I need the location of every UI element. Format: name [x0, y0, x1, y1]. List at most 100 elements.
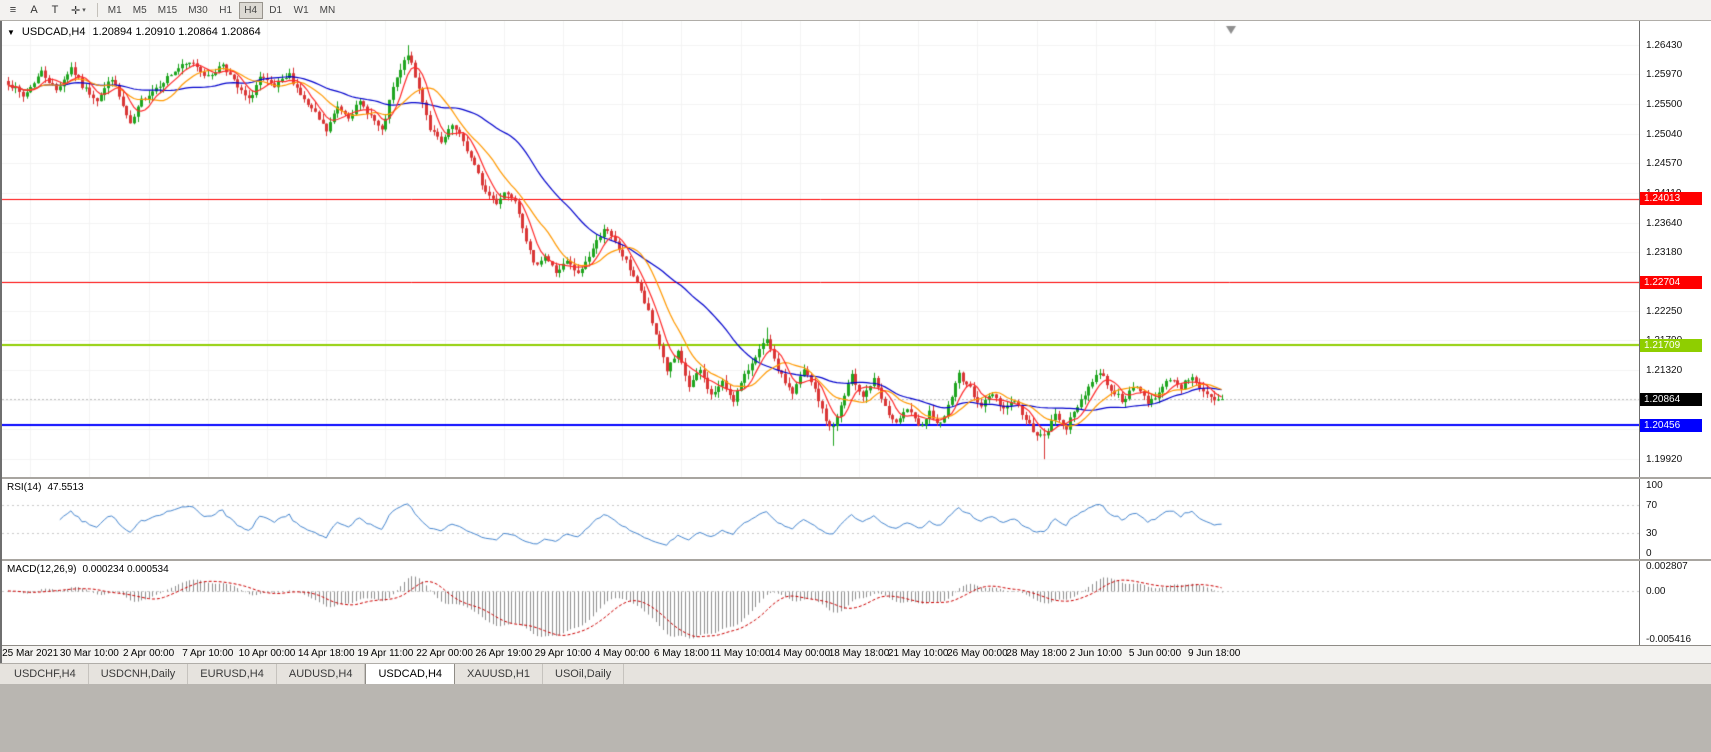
- time-axis[interactable]: 25 Mar 2021 30 Mar 10:00 2 Apr 00:00 7 Apr …: [2, 645, 1711, 663]
- date-label: 28 May 18:00: [1006, 648, 1067, 659]
- macd-label: MACD(12,26,9) 0.000234 0.000534: [7, 564, 169, 575]
- chart-tab-USOil-Daily[interactable]: USOil,Daily: [543, 664, 625, 684]
- menu-icon: ≡: [9, 4, 17, 16]
- chart-tab-USDCAD-H4[interactable]: USDCAD,H4: [365, 664, 456, 684]
- timeframe-buttons: M1 M5 M15 M30 H1 H4 D1 W1 MN: [103, 1, 341, 19]
- main-chart-panel: ▼ USDCAD,H4 1.20894 1.20910 1.20864 1.20…: [2, 21, 1711, 477]
- macd-panel: MACD(12,26,9) 0.000234 0.000534 0.002807…: [2, 561, 1711, 645]
- hline-price-label: 1.20456: [1640, 418, 1702, 432]
- price-tick: 1.25970: [1646, 69, 1683, 81]
- price-tick: 1.26430: [1646, 40, 1683, 52]
- rsi-level-tick: 70: [1646, 500, 1658, 512]
- macd-canvas[interactable]: [2, 561, 1639, 645]
- text-icon: T: [51, 4, 59, 16]
- price-tick: 1.23180: [1646, 246, 1683, 258]
- date-label: 26 May 00:00: [947, 648, 1008, 659]
- text-tool-button[interactable]: T: [45, 2, 65, 19]
- timeframe-MN-button[interactable]: MN: [319, 4, 336, 16]
- timeframe-M5-button[interactable]: M5: [132, 4, 147, 16]
- date-label: 14 May 00:00: [769, 648, 831, 659]
- date-label: 26 Apr 19:00: [475, 648, 533, 659]
- price-axis[interactable]: 1.264301.259701.255001.250401.245701.241…: [1639, 21, 1711, 477]
- chart-tab-bar: USDCHF,H4 USDCNH,Daily EURUSD,H4 AUDUSD,H4 U…: [0, 663, 1711, 684]
- price-tick: 1.24570: [1646, 158, 1683, 170]
- collapse-triangle-icon[interactable]: ▼: [7, 27, 15, 37]
- chart-ohlc: 1.20894 1.20910 1.20864 1.20864: [92, 26, 261, 38]
- timeframe-H4-button[interactable]: H4: [238, 1, 263, 19]
- rsi-label: RSI(14) 47.5513: [7, 482, 84, 493]
- date-label: 25 Mar 2021: [2, 648, 59, 659]
- toolbar: ≡ A T ✛ ▾ M1 M5 M15 M30 H1 H4 D1 W1 MN: [0, 0, 1711, 21]
- price-tick: 1.22250: [1646, 306, 1683, 317]
- window-background: [0, 684, 1711, 752]
- macd-axis: 0.002807 0.00 -0.005416: [1639, 561, 1711, 645]
- timeframe-D1-button[interactable]: D1: [269, 4, 283, 16]
- date-label: 7 Apr 10:00: [182, 648, 234, 659]
- chart-tab-EURUSD-H4[interactable]: EURUSD,H4: [188, 664, 277, 684]
- chart-tab-AUDUSD-H4[interactable]: AUDUSD,H4: [277, 664, 366, 684]
- timeframe-H1-button[interactable]: H1: [219, 4, 233, 16]
- rsi-canvas[interactable]: [2, 479, 1639, 559]
- macd-axis-tick: 0.002807: [1646, 561, 1688, 572]
- date-label: 6 May 18:00: [653, 648, 709, 659]
- main-chart-canvas[interactable]: [2, 21, 1639, 477]
- date-label: 5 Jun 00:00: [1128, 648, 1182, 659]
- macd-axis-tick: 0.00: [1646, 585, 1666, 597]
- rsi-axis: 100 70 30 0: [1639, 479, 1711, 559]
- rsi-name: RSI(14): [7, 482, 42, 493]
- toolbar-tools: ≡ A T ✛ ▾: [3, 2, 92, 19]
- chart-tab-USDCNH-Daily[interactable]: USDCNH,Daily: [89, 664, 189, 684]
- macd-name: MACD(12,26,9): [7, 564, 77, 575]
- toolbar-separator: [96, 3, 98, 17]
- date-label: 14 Apr 18:00: [297, 648, 355, 659]
- chart-tab-XAUUSD-H1[interactable]: XAUUSD,H1: [455, 664, 543, 684]
- date-label: 18 May 18:00: [828, 648, 890, 659]
- macd-values: 0.000234 0.000534: [82, 564, 169, 575]
- hline-price-label: 1.22704: [1640, 275, 1702, 289]
- font-icon: A: [30, 4, 38, 16]
- panel-splitter[interactable]: [2, 559, 1711, 561]
- main-plot: ▼ USDCAD,H4 1.20894 1.20910 1.20864 1.20…: [2, 21, 1639, 477]
- date-label: 30 Mar 10:00: [59, 648, 119, 659]
- hline-price-label: 1.21709: [1640, 338, 1702, 352]
- menu-tool-button[interactable]: ≡: [3, 2, 23, 19]
- current-price-label: 1.20864: [1640, 392, 1702, 406]
- date-label: 4 May 00:00: [594, 648, 650, 659]
- date-label: 2 Apr 00:00: [123, 648, 175, 659]
- rsi-level-tick: 100: [1646, 480, 1663, 491]
- timeframe-M15-button[interactable]: M15: [157, 4, 178, 16]
- chart-window: ▼ USDCAD,H4 1.20894 1.20910 1.20864 1.20…: [0, 21, 1711, 663]
- timeframe-M1-button[interactable]: M1: [107, 4, 122, 16]
- rsi-plot: RSI(14) 47.5513: [2, 479, 1639, 559]
- timeframe-W1-button[interactable]: W1: [293, 4, 309, 16]
- price-tick: 1.25500: [1646, 99, 1683, 111]
- date-label: 19 Apr 11:00: [357, 648, 414, 659]
- date-label: 11 May 10:00: [710, 648, 771, 659]
- font-tool-button[interactable]: A: [24, 2, 44, 19]
- macd-plot: MACD(12,26,9) 0.000234 0.000534: [2, 561, 1639, 645]
- price-tick: 1.25040: [1646, 128, 1683, 140]
- rsi-value: 47.5513: [47, 482, 84, 493]
- dropdown-caret-icon: ▾: [82, 7, 86, 14]
- rsi-level-tick: 0: [1646, 548, 1652, 559]
- date-label: 21 May 10:00: [887, 648, 949, 659]
- price-tick: 1.23640: [1646, 217, 1683, 229]
- chart-symbol: USDCAD,H4: [21, 26, 86, 38]
- date-label: 22 Apr 00:00: [416, 648, 473, 659]
- rsi-level-tick: 30: [1646, 527, 1658, 539]
- macd-axis-tick: -0.005416: [1646, 634, 1692, 645]
- date-label: 2 Jun 10:00: [1069, 648, 1122, 659]
- panel-splitter[interactable]: [2, 477, 1711, 479]
- date-label: 10 Apr 00:00: [238, 648, 296, 659]
- timeframe-M30-button[interactable]: M30: [188, 4, 208, 16]
- chart-title: ▼ USDCAD,H4 1.20894 1.20910 1.20864 1.20…: [7, 26, 261, 38]
- crosshair-tool-button[interactable]: ✛ ▾: [66, 2, 91, 19]
- chart-tab-USDCHF-H4[interactable]: USDCHF,H4: [2, 664, 89, 684]
- price-tick: 1.19920: [1646, 454, 1683, 466]
- date-label: 9 Jun 18:00: [1188, 648, 1241, 659]
- rsi-panel: RSI(14) 47.5513 100 70 30 0: [2, 479, 1711, 559]
- price-tick: 1.21320: [1646, 365, 1683, 377]
- date-label: 29 Apr 10:00: [534, 648, 592, 659]
- crosshair-icon: ✛: [71, 4, 81, 17]
- hline-price-label: 1.24013: [1640, 192, 1702, 206]
